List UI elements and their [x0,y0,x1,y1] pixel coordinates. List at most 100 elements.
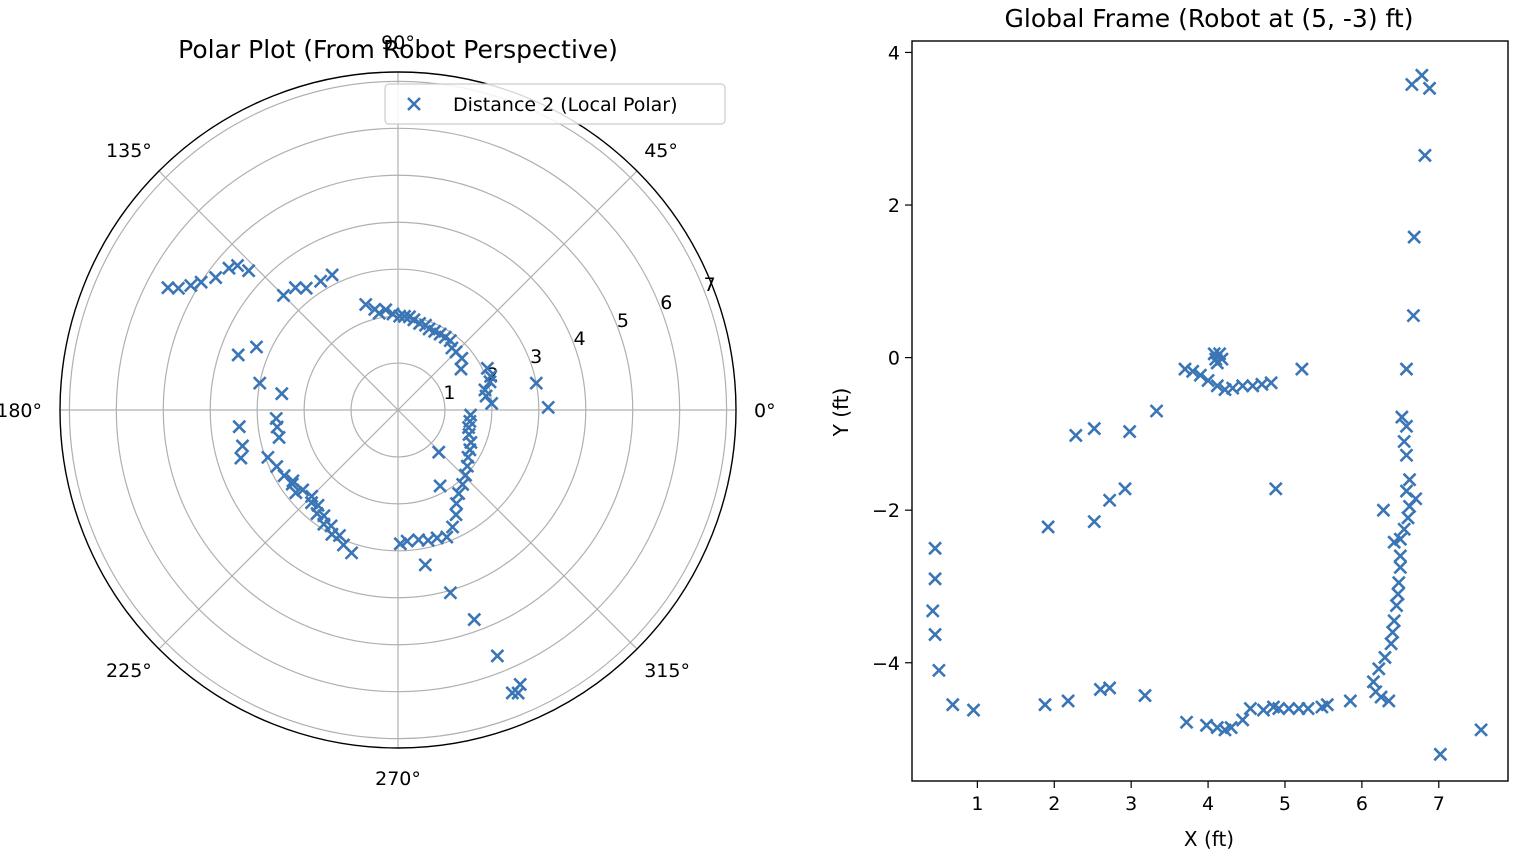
polar-data-point [235,438,250,453]
polar-data-point [484,396,499,411]
polar-data-point [511,686,526,700]
x-tick-label: 5 [1279,793,1291,815]
cartesian-data-point [1235,378,1250,393]
cartesian-data-point [1391,575,1406,590]
polar-data-point [480,361,495,376]
cartesian-data-point [1281,701,1296,716]
cartesian-data-point [1087,421,1102,436]
angular-tick-label: 180° [0,400,42,422]
cartesian-data-point [1102,493,1117,508]
polar-data-point [372,306,387,321]
cartesian-data-point [1402,499,1417,514]
polar-data-point [443,585,458,600]
radial-tick-label: 4 [573,328,585,350]
polar-data-point [418,557,433,572]
cartesian-data-point [1294,362,1309,376]
cartesian-data-point [1149,404,1164,418]
y-tick-label: 4 [888,42,900,64]
x-tick-label: 2 [1048,793,1060,815]
cartesian-data-point [1068,428,1083,443]
angular-tick-label: 225° [106,660,152,682]
cartesian-data-point [1185,364,1200,379]
polar-data-point [325,268,340,282]
cartesian-data-point [925,603,940,618]
cartesian-data-point [1384,636,1399,651]
polar-points [161,258,556,700]
polar-data-point [231,348,246,362]
cartesian-data-point [1199,718,1214,733]
cartesian-data-point [1218,722,1232,737]
polar-data-point [241,263,256,278]
polar-data-point [449,507,463,522]
cartesian-data-point [1102,681,1117,695]
cartesian-data-point [1433,747,1448,762]
cartesian-data-point [1474,722,1489,737]
polar-data-point [274,386,289,401]
polar-data-point [358,297,373,312]
radial-tick-label: 7 [704,274,716,296]
polar-data-point [378,302,393,317]
polar-data-point [230,258,245,273]
polar-data-point [458,468,473,483]
polar-data-point [299,281,314,296]
cartesian-data-point [966,703,981,717]
polar-data-point [505,686,520,700]
polar-data-point [454,351,469,366]
x-tick-label: 4 [1202,793,1214,815]
y-axis-label: Y (ft) [829,388,853,438]
cartesian-data-point [1371,661,1386,676]
cartesian-data-point [1406,308,1421,323]
angular-gridline [158,409,399,650]
angular-gridline [397,170,638,411]
cartesian-data-point [1381,693,1396,708]
polar-data-point [288,280,303,295]
cartesian-data-point [1418,148,1432,163]
cartesian-data-point [1178,362,1192,376]
cartesian-axes-frame [911,40,1509,782]
cartesian-data-point [928,541,942,556]
legend-label: Distance 2 (Local Polar) [453,94,678,116]
polar-data-point [310,506,324,521]
legend-frame [384,83,726,125]
polar-data-point [397,309,412,324]
angular-tick-label: 0° [754,400,776,422]
legend-x-marker [407,97,421,111]
cartesian-data-point [931,663,946,678]
cartesian-data-point [1385,625,1400,640]
cartesian-data-point [1041,520,1056,534]
cartesian-data-point [1264,375,1279,390]
angular-tick-label: 90° [381,32,415,54]
cartesian-data-point [1268,481,1283,496]
cartesian-data-point [1376,503,1391,518]
x-tick-label: 7 [1433,793,1445,815]
x-axis-label: X (ft) [1184,827,1234,851]
angular-tick-label: 315° [644,660,690,682]
polar-data-point [462,427,476,442]
radial-tick-label: 5 [617,310,629,332]
cartesian-data-point [1193,368,1208,383]
polar-data-point [304,495,319,510]
cartesian-data-point [1118,481,1132,496]
cartesian-data-point [1210,356,1225,370]
radial-tick-label: 6 [660,292,672,314]
polar-data-point [324,527,339,542]
polar-data-point [276,288,291,303]
polar-data-point [272,430,286,445]
cartesian-data-point [1243,701,1258,716]
polar-data-point [171,281,186,296]
polar-data-point [222,261,236,276]
cartesian-data-point [1387,535,1402,550]
x-tick-label: 6 [1356,793,1368,815]
cartesian-data-point [1401,510,1415,525]
polar-data-point [344,545,359,560]
polar-data-point [490,649,505,663]
y-tick-label: −2 [872,500,900,522]
polar-data-point [316,517,331,532]
cartesian-data-point [1397,522,1412,537]
cartesian-data-point [1374,690,1389,705]
polar-data-point [454,362,468,377]
polar-data-point [249,340,264,354]
cartesian-data-point [928,571,942,586]
cartesian-data-point [1122,424,1137,439]
